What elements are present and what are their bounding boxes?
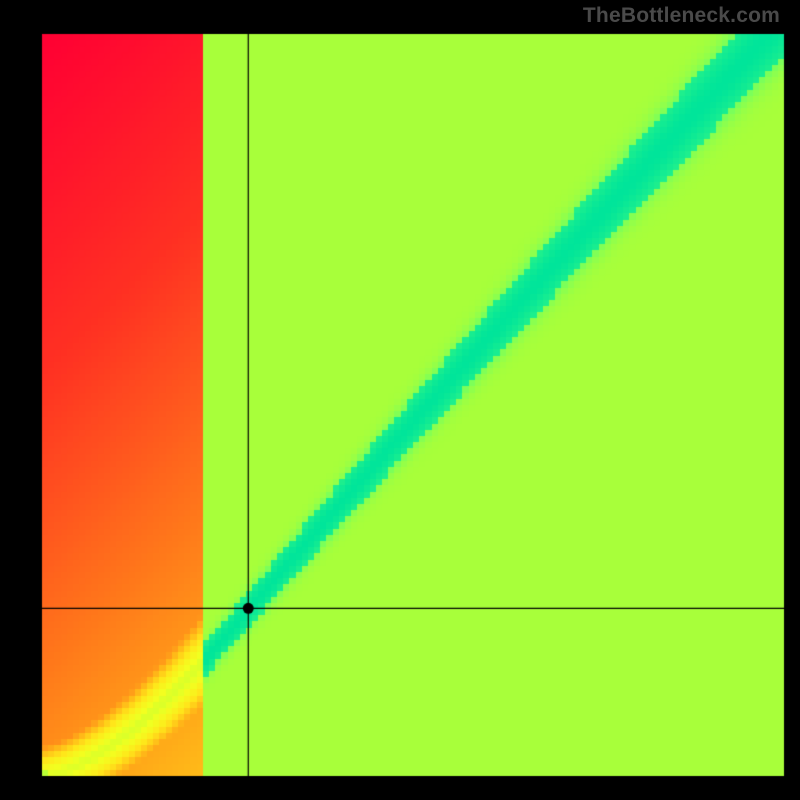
chart-container: TheBottleneck.com [0,0,800,800]
watermark-text: TheBottleneck.com [583,4,780,28]
heatmap-canvas [0,0,800,800]
